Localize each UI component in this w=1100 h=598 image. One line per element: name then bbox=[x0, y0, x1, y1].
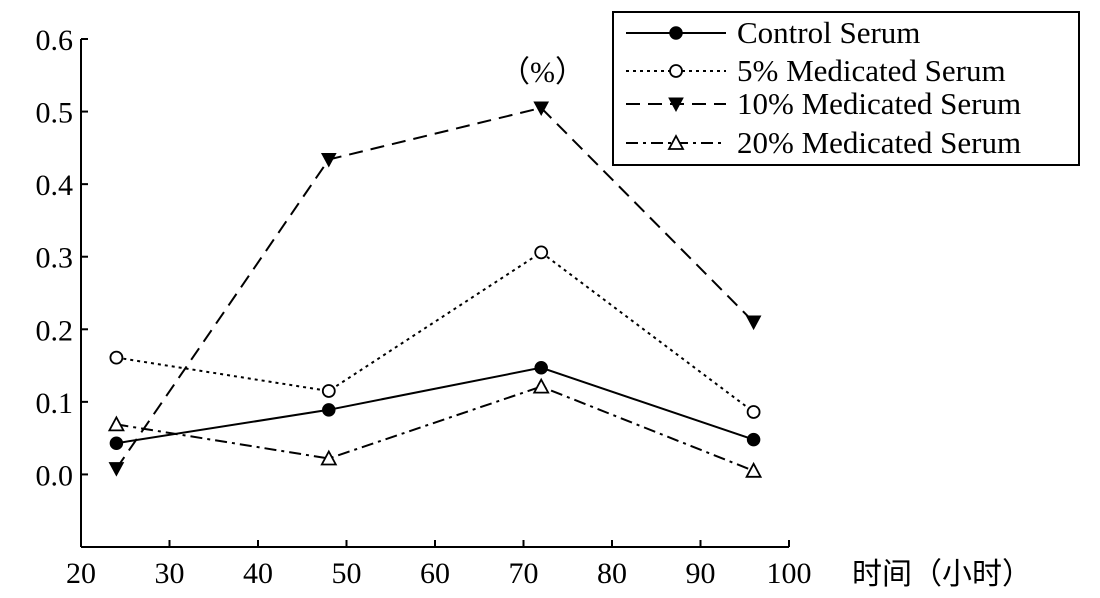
series-1 bbox=[109, 360, 761, 450]
series-layer bbox=[107, 101, 763, 478]
y-tick-label: 0.2 bbox=[36, 314, 74, 347]
legend-label: 20% Medicated Serum bbox=[737, 125, 1021, 160]
y-tick-label: 0.6 bbox=[36, 24, 74, 57]
point-marker-filled-circle bbox=[109, 436, 124, 450]
point-marker-filled-triangle bbox=[320, 152, 337, 168]
series-4 bbox=[107, 377, 763, 478]
point-marker-open-circle bbox=[109, 350, 124, 365]
point-marker-open-triangle bbox=[107, 415, 125, 432]
series-line bbox=[116, 385, 754, 472]
ticks: 0.0 0.1 0.2 0.3 0.4 0.5 0.6 20 30 40 50 60 70 80 90 100 bbox=[36, 24, 812, 590]
legend-box bbox=[612, 11, 1080, 166]
series-line bbox=[116, 366, 754, 445]
point-marker-filled-circle bbox=[746, 432, 761, 447]
series-line bbox=[115, 106, 755, 470]
series-2 bbox=[109, 245, 761, 419]
point-marker-open-circle bbox=[534, 245, 549, 260]
point-marker-open-triangle bbox=[745, 461, 763, 478]
y-tick-label: 0.4 bbox=[36, 169, 74, 202]
point-marker-open-circle bbox=[669, 64, 683, 78]
point-marker-filled-circle bbox=[669, 26, 683, 40]
x-axis-label: 时间（小时） bbox=[852, 558, 1032, 591]
y-tick-label: 0.3 bbox=[36, 242, 74, 275]
point-marker-open-triangle bbox=[532, 377, 550, 394]
y-tick-label: 0.1 bbox=[36, 387, 74, 420]
x-tick-label: 90 bbox=[686, 557, 716, 590]
point-marker-filled-triangle bbox=[108, 462, 125, 477]
point-marker-filled-triangle bbox=[745, 315, 762, 331]
point-marker-filled-circle bbox=[534, 360, 548, 375]
point-marker-open-circle bbox=[746, 405, 761, 419]
series-line bbox=[116, 251, 755, 413]
point-marker-open-circle bbox=[321, 384, 336, 398]
series-3 bbox=[108, 101, 762, 477]
x-tick-label: 80 bbox=[597, 557, 627, 590]
point-marker-filled-circle bbox=[322, 403, 336, 417]
legend-label: 5% Medicated Serum bbox=[737, 53, 1006, 88]
y-tick-label: 0.5 bbox=[36, 97, 74, 130]
x-tick-label: 100 bbox=[767, 557, 812, 590]
x-tick-label: 30 bbox=[155, 557, 185, 590]
legend-label: Control Serum bbox=[737, 15, 920, 50]
point-marker-open-triangle bbox=[320, 449, 338, 466]
point-marker-filled-triangle bbox=[668, 97, 684, 113]
x-tick-label: 40 bbox=[243, 557, 273, 590]
y-axis-unit-label: （%） bbox=[500, 56, 585, 89]
x-tick-label: 20 bbox=[66, 557, 96, 590]
x-tick-label: 50 bbox=[332, 557, 362, 590]
legend-label: 10% Medicated Serum bbox=[737, 86, 1021, 121]
x-tick-label: 70 bbox=[509, 557, 539, 590]
x-tick-label: 60 bbox=[420, 557, 450, 590]
point-marker-filled-triangle bbox=[533, 101, 550, 116]
y-tick-label: 0.0 bbox=[36, 459, 74, 492]
point-marker-open-triangle bbox=[667, 134, 685, 150]
